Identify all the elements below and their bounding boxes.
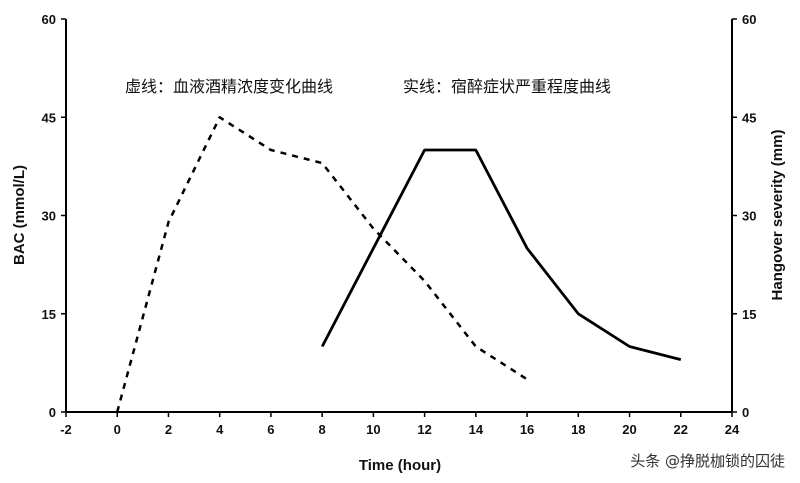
ticks: -2 0 2 4 6 8 10 12 14 16 18 20 22 2401530456001530456…: [42, 12, 757, 437]
solid-line-annotation: 实线：宿醉症状严重程度曲线: [403, 77, 611, 96]
y-tick-label: 0: [49, 405, 56, 420]
x-tick-label: 6: [267, 422, 274, 437]
hangover-solid-line: [320, 148, 682, 361]
watermark-text: 头条 @挣脱枷锁的囚徒: [630, 452, 785, 470]
x-tick-label: 24: [725, 422, 740, 437]
y-axis-title: BAC (mmol/L): [11, 165, 28, 265]
series-group: [115, 116, 682, 413]
x-tick-label: 2: [165, 422, 172, 437]
dashed-line-annotation: 虚线：血液酒精浓度变化曲线: [125, 77, 333, 96]
y2-tick-label: 15: [742, 307, 756, 322]
y2-tick-label: 45: [742, 110, 756, 125]
x-tick-label: 4: [216, 422, 224, 437]
x-tick-label: 12: [417, 422, 431, 437]
y-tick-label: 30: [42, 209, 56, 224]
x-tick-label: 10: [366, 422, 380, 437]
bac-dashed-line: [115, 116, 528, 413]
y-tick-label: 60: [42, 12, 56, 27]
x-tick-label: 18: [571, 422, 585, 437]
y2-tick-label: 60: [742, 12, 756, 27]
x-axis-title: Time (hour): [359, 457, 441, 474]
y2-tick-label: 30: [742, 209, 756, 224]
x-tick-label: 20: [622, 422, 636, 437]
y-tick-label: 45: [42, 110, 56, 125]
x-tick-label: 0: [114, 422, 121, 437]
y2-axis-title: Hangover severity (mm): [769, 130, 786, 301]
y2-tick-label: 0: [742, 405, 749, 420]
y-tick-label: 15: [42, 307, 56, 322]
x-tick-label: -2: [60, 422, 72, 437]
x-tick-label: 16: [520, 422, 534, 437]
x-tick-label: 8: [319, 422, 326, 437]
x-tick-label: 14: [469, 422, 484, 437]
x-tick-label: 22: [674, 422, 688, 437]
